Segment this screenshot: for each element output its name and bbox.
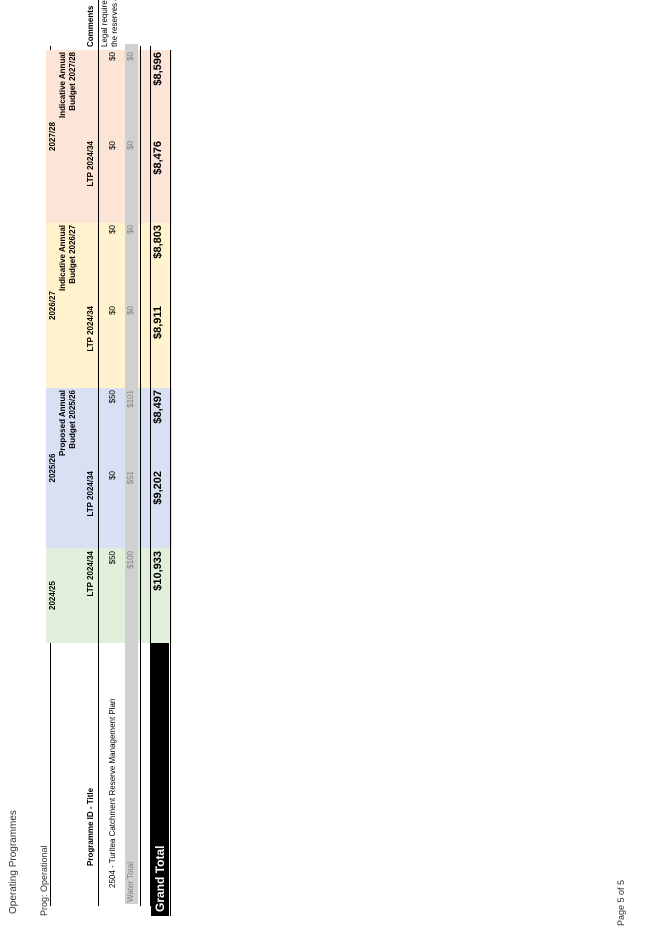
subtotal-value-6: $0 <box>126 141 135 150</box>
header-rule <box>98 0 99 906</box>
page-number: Page 5 of 5 <box>616 879 626 926</box>
row-value-1: $50 <box>108 551 117 565</box>
row-value-3: $50 <box>108 390 117 404</box>
row-header-title: Programme ID - Title <box>86 787 95 866</box>
row-value-4: $0 <box>108 306 117 315</box>
row-value-6: $0 <box>108 141 117 150</box>
grand-total-title: Grand Total <box>151 643 169 916</box>
row-value-2: $0 <box>108 471 117 480</box>
grand-value-3: $8,497 <box>152 390 164 424</box>
subtotal-value-4: $0 <box>126 306 135 315</box>
col-indicative-2027-28: Indicative Annual Budget 2027/28 <box>58 52 77 118</box>
col-ltp-2027-28: LTP 2024/34 <box>86 141 95 187</box>
grand-value-2: $9,202 <box>152 471 164 505</box>
grand-value-7: $8,596 <box>152 52 164 86</box>
subtotal-value-1: $100 <box>126 551 135 569</box>
row-comment: Legal requirement of the reserves act. <box>100 0 119 47</box>
col-ltp-2025-26: LTP 2024/34 <box>86 471 95 517</box>
col-indicative-2026-27: Indicative Annual Budget 2026/27 <box>58 225 77 291</box>
subtotal-rule <box>140 46 141 906</box>
row-value-5: $0 <box>108 225 117 234</box>
subtotal-value-3: $101 <box>126 390 135 408</box>
grand-value-4: $8,911 <box>152 306 164 340</box>
year-2024-25: 2024/25 <box>48 581 57 610</box>
grand-value-6: $8,476 <box>152 141 164 175</box>
comments-header: Comments <box>86 5 95 47</box>
subtotal-title: Water Total <box>126 861 135 902</box>
grand-value-5: $8,803 <box>152 225 164 259</box>
col-ltp-2024-25: LTP 2024/34 <box>86 551 95 597</box>
subtotal-value-5: $0 <box>126 225 135 234</box>
bottom-rule <box>170 50 171 916</box>
subtotal-value-2: $51 <box>126 471 135 485</box>
col-ltp-2026-27: LTP 2024/34 <box>86 306 95 352</box>
row-value-7: $0 <box>108 52 117 61</box>
table-row-title: 2504 - Turitea Catchment Reserve Managem… <box>108 698 117 888</box>
grand-value-1: $10,933 <box>152 551 164 591</box>
subtotal-value-7: $0 <box>126 52 135 61</box>
col-proposed-2025-26: Proposed Annual Budget 2025/26 <box>58 390 77 456</box>
